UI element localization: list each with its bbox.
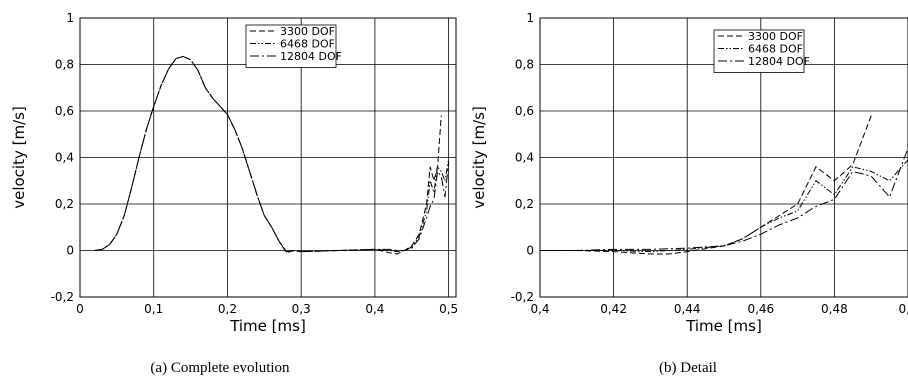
y-tick-label: 0,6 [55,104,74,118]
y-tick-label: 0,6 [515,104,534,118]
legend-label: 6468 DOF [280,38,335,51]
caption-complete-evolution: (a) Complete evolution [150,360,290,376]
series-line-0 [94,55,442,255]
series-line-2 [540,148,908,251]
x-tick-label: 0,1 [144,302,163,316]
x-tick-label: 0,5 [439,302,458,316]
caption-detail: (b) Detail [659,360,717,376]
x-tick-label: 0,42 [600,302,627,316]
x-tick-label: 0,2 [218,302,237,316]
legend-box [713,29,805,73]
series-line-1 [94,55,450,253]
y-tick-label: 0,2 [55,197,74,211]
legend-label: 3300 DOF [280,25,335,38]
chart-detail: 0,4 0,42 0,44 0,46 0,48 0,5 -0,2 0 0,2 0,4 0,6 0,8 1… [470,11,908,335]
series-line-2 [94,55,450,253]
legend-label: 12804 DOF [280,50,342,63]
x-tick-label: 0,48 [821,302,848,316]
chart-panel-complete-evolution: 0 0,1 0,2 0,3 0,4 0,5 -0,2 0 0,2 0,4 0,6 0,8 1 Time [… [0,0,458,385]
x-axis-title: Time [ms] [229,317,306,335]
y-tick-label: 0 [66,244,74,258]
x-tick-label: 0,4 [530,302,549,316]
legend-label: 3300 DOF [748,30,803,43]
x-tick-label: 0,5 [898,302,908,316]
plot-frame [79,17,457,298]
y-axis-title: velocity [m/s] [10,106,28,209]
legend-label: 6468 DOF [748,43,803,56]
y-tick-label: -0,2 [51,290,74,304]
legend-box [245,24,337,68]
x-axis-title: Time [ms] [685,317,762,335]
x-tick-label: 0 [76,302,84,316]
plot-frame [539,17,908,298]
x-tick-label: 0,46 [747,302,774,316]
y-tick-label: 0,2 [515,197,534,211]
y-tick-label: 1 [526,11,534,25]
y-axis-title: velocity [m/s] [470,106,488,209]
y-tick-label: 0,4 [515,151,534,165]
x-tick-label: 0,4 [365,302,384,316]
series-line-0 [540,115,872,255]
y-tick-label: -0,2 [511,290,534,304]
legend-label: 12804 DOF [748,55,810,68]
x-tick-label: 0,44 [674,302,701,316]
series-line-1 [540,159,908,253]
x-tick-label: 0,3 [292,302,311,316]
y-tick-label: 0 [526,244,534,258]
y-tick-label: 0,4 [55,151,74,165]
y-tick-label: 0,8 [55,58,74,72]
chart-panel-detail: 0,4 0,42 0,44 0,46 0,48 0,5 -0,2 0 0,2 0,4 0,6 0,8 1… [468,0,908,385]
y-tick-label: 0,8 [515,58,534,72]
y-tick-label: 1 [66,11,74,25]
